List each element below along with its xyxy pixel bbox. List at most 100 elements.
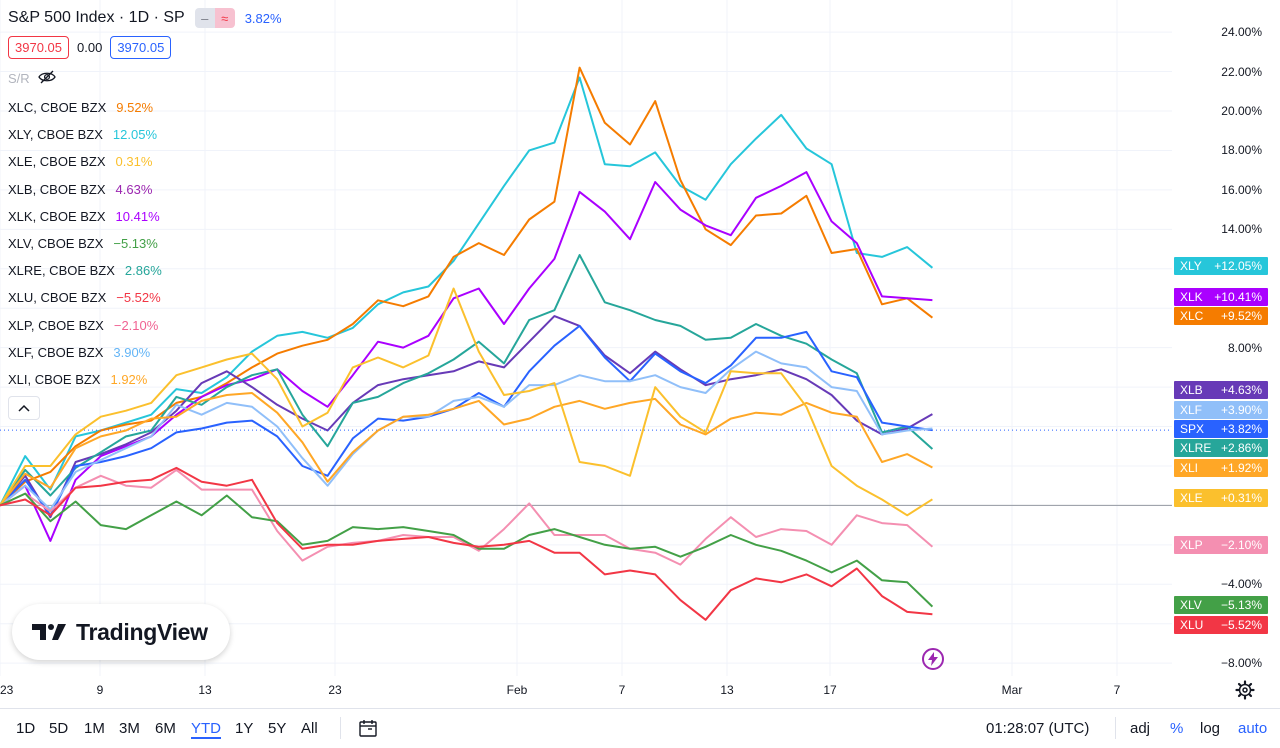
timeframe-button[interactable]: 5Y bbox=[268, 720, 287, 737]
series-line-xle[interactable] bbox=[0, 287, 933, 517]
timeframe-button[interactable]: 1M bbox=[84, 720, 105, 737]
x-tick-label: Feb bbox=[506, 683, 528, 697]
utc-clock[interactable]: 01:28:07 (UTC) bbox=[986, 720, 1090, 737]
legend-value: 4.63% bbox=[115, 181, 153, 197]
timeframe-button[interactable]: 3M bbox=[119, 720, 140, 737]
compare-mode-toggle[interactable]: – ≈ bbox=[194, 8, 235, 28]
legend-item[interactable]: XLP, CBOE BZX −2.10% bbox=[8, 312, 162, 339]
x-tick-label: 13 bbox=[720, 683, 734, 697]
timeframe-button[interactable]: All bbox=[301, 720, 318, 737]
series-line-xlv[interactable] bbox=[0, 492, 934, 608]
legend-value: 10.41% bbox=[115, 208, 160, 224]
divider bbox=[340, 717, 341, 739]
timeframe-button[interactable]: 1D bbox=[16, 720, 36, 737]
badge-symbol: XLE bbox=[1180, 491, 1203, 505]
sr-indicator: S/R bbox=[8, 70, 56, 87]
legend-item[interactable]: XLY, CBOE BZX 12.05% bbox=[8, 121, 162, 148]
y-tick-label: 20.00% bbox=[1221, 104, 1262, 118]
timeframe-button[interactable]: 6M bbox=[155, 720, 176, 737]
legend-symbol: XLP, CBOE BZX bbox=[8, 317, 104, 333]
gear-icon[interactable] bbox=[1235, 680, 1255, 700]
symbol-title[interactable]: S&P 500 Index · 1D · SP bbox=[8, 9, 185, 26]
auto-toggle[interactable]: auto bbox=[1238, 720, 1268, 737]
calendar-icon[interactable] bbox=[358, 718, 378, 743]
series-line-xlp[interactable] bbox=[0, 468, 934, 566]
series-line-xlu[interactable] bbox=[0, 466, 933, 621]
legend-item[interactable]: XLC, CBOE BZX 9.52% bbox=[8, 94, 162, 121]
legend-value: 12.05% bbox=[112, 127, 157, 143]
badge-value: +1.92% bbox=[1220, 461, 1262, 475]
legend-item[interactable]: XLB, CBOE BZX 4.63% bbox=[8, 176, 162, 203]
eye-off-icon[interactable] bbox=[37, 70, 56, 87]
badge-symbol: SPX bbox=[1180, 422, 1205, 436]
timeframe-button[interactable]: 5D bbox=[49, 720, 69, 737]
y-tick-label: 14.00% bbox=[1221, 222, 1262, 237]
legend-value: −5.52% bbox=[116, 290, 161, 306]
approx-mode-button[interactable]: ≈ bbox=[214, 8, 235, 28]
badge-value: +3.82% bbox=[1220, 422, 1262, 436]
compare-legend: XLC, CBOE BZX 9.52% XLY, CBOE BZX 12.05% XLE… bbox=[8, 94, 162, 393]
symbol-change: 3.82% bbox=[244, 10, 282, 26]
series-line-xlb[interactable] bbox=[0, 315, 933, 519]
tv-logo-icon bbox=[32, 624, 66, 640]
legend-value: 9.52% bbox=[116, 100, 154, 116]
y-tick-label: 18.00% bbox=[1221, 143, 1262, 158]
legend-value: −2.10% bbox=[113, 317, 159, 333]
price-badge: XLF +3.90% bbox=[1174, 401, 1268, 419]
badge-value: +4.63% bbox=[1220, 383, 1262, 397]
timeframe-button[interactable]: 1Y bbox=[235, 720, 254, 737]
line-mode-button[interactable]: – bbox=[194, 8, 215, 28]
legend-symbol: XLI, CBOE BZX bbox=[8, 371, 101, 387]
y-tick-label: −8.00% bbox=[1220, 656, 1262, 671]
price-badge: XLP −2.10% bbox=[1174, 536, 1268, 554]
legend-item[interactable]: XLE, CBOE BZX 0.31% bbox=[8, 148, 162, 175]
legend-symbol: XLY, CBOE BZX bbox=[8, 127, 103, 143]
series-line-xli[interactable] bbox=[0, 392, 933, 507]
legend-symbol: XLB, CBOE BZX bbox=[8, 181, 106, 197]
badge-value: +12.05% bbox=[1214, 259, 1262, 273]
chart-grid bbox=[0, 0, 1172, 676]
bottom-toolbar: 1D 5D 1M 3M 6M YTD 1Y 5Y All 01:28:07 (UTC) adj … bbox=[0, 708, 1280, 748]
legend-item[interactable]: XLI, CBOE BZX 1.92% bbox=[8, 366, 162, 393]
collapse-legend-button[interactable] bbox=[8, 396, 40, 420]
buy-price-box[interactable]: 3970.05 bbox=[110, 36, 172, 59]
series-line-spx[interactable] bbox=[0, 324, 933, 517]
price-badge: XLV −5.13% bbox=[1174, 596, 1268, 614]
legend-value: 1.92% bbox=[110, 371, 148, 387]
x-tick-label: 13 bbox=[198, 683, 212, 697]
sell-price-box[interactable]: 3970.05 bbox=[8, 36, 69, 59]
adj-toggle[interactable]: adj bbox=[1130, 720, 1151, 737]
divider bbox=[1115, 717, 1116, 739]
series-line-xlk[interactable] bbox=[0, 171, 933, 542]
legend-symbol: XLF, CBOE BZX bbox=[8, 344, 104, 360]
percent-toggle[interactable]: % bbox=[1170, 720, 1184, 737]
badge-symbol: XLB bbox=[1180, 383, 1203, 397]
chart-plot[interactable] bbox=[0, 0, 1280, 708]
price-badge: XLB +4.63% bbox=[1174, 381, 1268, 399]
tradingview-logo[interactable]: TradingView bbox=[12, 604, 230, 660]
y-tick-label: −4.00% bbox=[1220, 577, 1262, 592]
series-line-xly[interactable] bbox=[0, 76, 934, 506]
series-line-xlf[interactable] bbox=[0, 350, 933, 511]
chart-header: S&P 500 Index · 1D · SP – ≈ 3.82% bbox=[8, 6, 282, 30]
log-toggle[interactable]: log bbox=[1200, 720, 1221, 737]
x-tick-label: 23 bbox=[0, 683, 14, 697]
badge-value: −5.13% bbox=[1220, 598, 1262, 612]
price-badge: XLE +0.31% bbox=[1174, 489, 1268, 507]
x-tick-label: 9 bbox=[96, 683, 104, 697]
legend-item[interactable]: XLRE, CBOE BZX 2.86% bbox=[8, 257, 162, 284]
price-badge: SPX +3.82% bbox=[1174, 420, 1268, 438]
series-line-xlre[interactable] bbox=[0, 254, 934, 506]
x-tick-label: Mar bbox=[1001, 683, 1023, 697]
spread-value: 0.00 bbox=[77, 40, 103, 55]
legend-symbol: XLU, CBOE BZX bbox=[8, 290, 107, 306]
lightning-icon[interactable] bbox=[922, 648, 944, 670]
legend-item[interactable]: XLF, CBOE BZX 3.90% bbox=[8, 339, 162, 366]
badge-value: +9.52% bbox=[1220, 309, 1262, 323]
legend-item[interactable]: XLK, CBOE BZX 10.41% bbox=[8, 203, 162, 230]
timeframe-button[interactable]: YTD bbox=[191, 720, 221, 739]
legend-item[interactable]: XLU, CBOE BZX −5.52% bbox=[8, 284, 162, 311]
badge-value: −5.52% bbox=[1220, 618, 1262, 632]
legend-item[interactable]: XLV, CBOE BZX −5.13% bbox=[8, 230, 162, 257]
legend-value: 3.90% bbox=[113, 344, 151, 360]
